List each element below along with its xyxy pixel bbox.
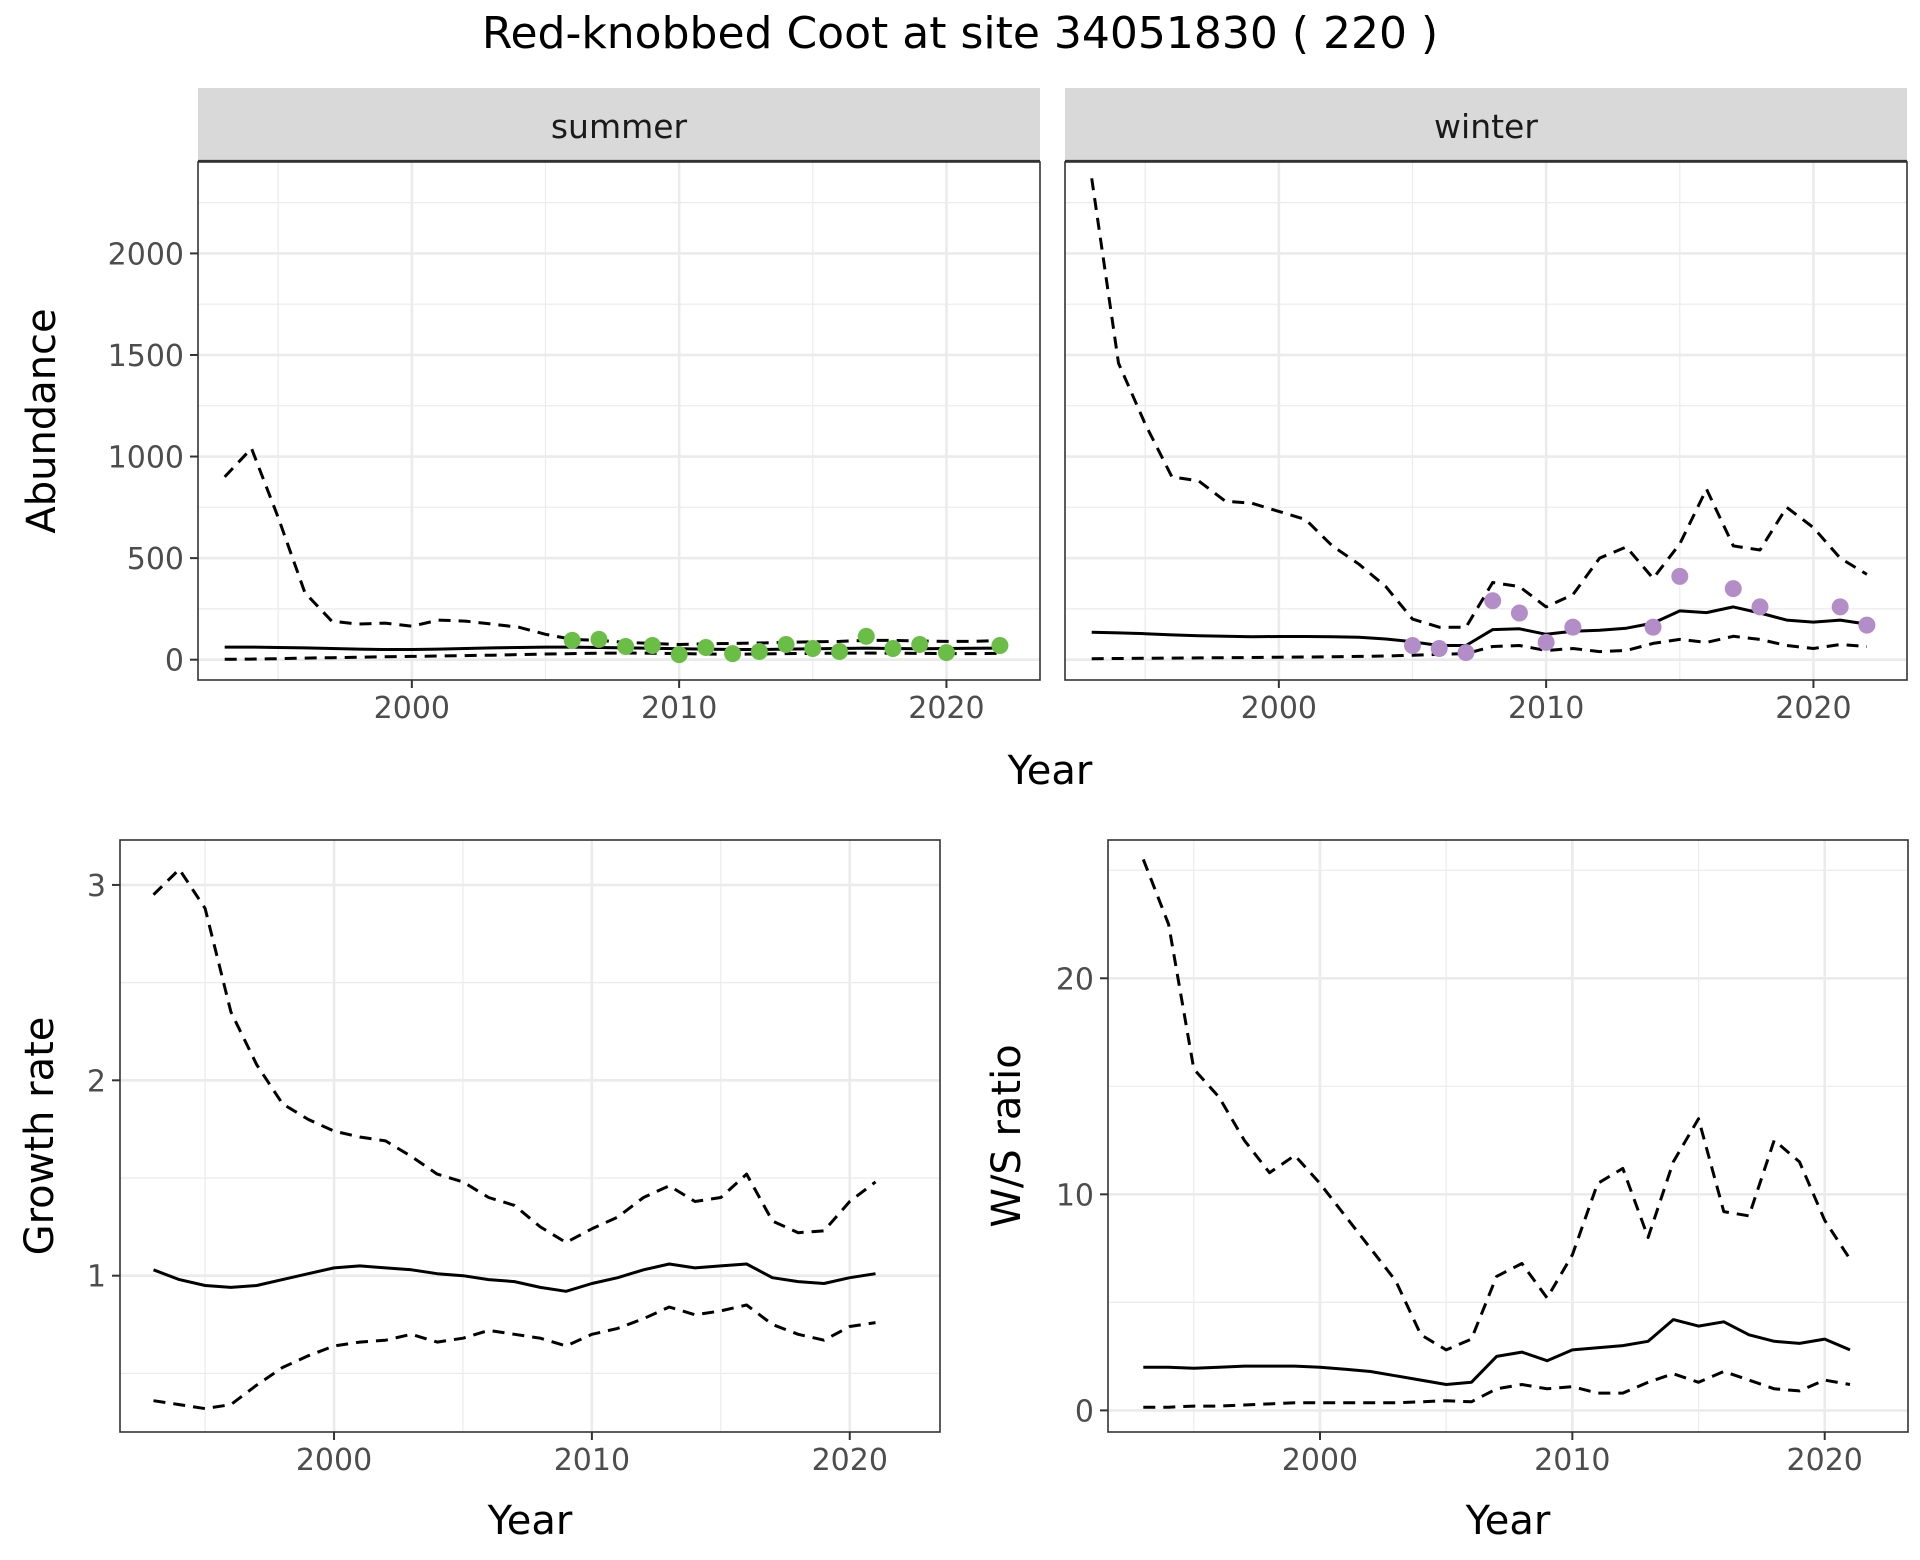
ratio-series (1141, 858, 1852, 1409)
data-point (777, 635, 795, 653)
panel-summer: summer 2000 2010 2020 0 500 1000 1500 2000 (108, 88, 1041, 726)
summer-ticks: 2000 2010 2020 0 500 1000 1500 2000 (108, 237, 985, 726)
series-line-interval (1141, 858, 1852, 1352)
series-line-interval (1091, 634, 1868, 661)
growth-series (152, 867, 877, 1411)
growth-ticks: 2000 2010 2020 1 2 3 (87, 869, 888, 1478)
winter-plot-border (1064, 161, 1908, 681)
strip-summer-label: summer (551, 107, 688, 146)
top-y-axis-title: Abundance (19, 308, 65, 533)
x-tick-label: 2000 (374, 691, 450, 726)
data-point (1644, 618, 1662, 636)
y-tick-label: 1500 (108, 339, 184, 374)
strip-winter-label: winter (1434, 107, 1538, 146)
y-tick-label: 2 (87, 1064, 106, 1099)
data-point (1831, 598, 1849, 616)
ratio-gridlines (1108, 840, 1908, 1432)
series-line-estimate (1143, 1318, 1851, 1386)
data-point (911, 635, 929, 653)
growth-plot-border (119, 839, 941, 1433)
x-tick-label: 2010 (554, 1443, 630, 1478)
series-line-interval (152, 867, 877, 1244)
data-point (1403, 636, 1421, 654)
series-line-estimate (224, 645, 1000, 651)
series-line-interval (224, 651, 1000, 661)
data-point (1430, 640, 1448, 658)
series-line-interval (153, 1303, 876, 1411)
figure-title: Red-knobbed Coot at site 34051830 ( 220 … (482, 8, 1438, 59)
series-line-estimate (1091, 605, 1868, 647)
data-point (991, 636, 1009, 654)
data-point (1671, 567, 1689, 585)
data-point (670, 646, 688, 664)
data-point (1484, 592, 1502, 610)
data-point (1724, 580, 1742, 598)
x-tick-label: 2000 (1241, 691, 1317, 726)
x-tick-label: 2020 (908, 691, 984, 726)
series-line-interval (1090, 178, 1868, 629)
data-point (697, 638, 715, 656)
data-point (563, 631, 581, 649)
data-point (724, 645, 742, 663)
x-tick-label: 2000 (296, 1443, 372, 1478)
ratio-ticks: 2000 2010 2020 0 10 20 (1056, 962, 1863, 1478)
x-tick-label: 2020 (1775, 691, 1851, 726)
panel-ws-ratio: 2000 2010 2020 0 10 20 Year W/S ratio (984, 839, 1909, 1544)
y-tick-label: 1 (87, 1260, 106, 1295)
series-line-interval (1143, 1370, 1851, 1409)
ratio-x-axis-title: Year (1465, 1498, 1551, 1544)
data-point (750, 643, 768, 661)
strip-summer-background (198, 88, 1040, 162)
panel-winter: winter 2000 2010 2020 (1064, 88, 1908, 726)
x-tick-label: 2000 (1282, 1443, 1358, 1478)
y-tick-label: 3 (87, 869, 106, 904)
y-tick-label: 10 (1056, 1178, 1094, 1213)
y-tick-label: 0 (165, 644, 184, 679)
data-point (937, 644, 955, 662)
summer-plot-border (197, 161, 1041, 681)
growth-y-axis-title: Growth rate (17, 1017, 63, 1256)
strip-winter-background (1065, 88, 1907, 162)
data-point (1751, 598, 1769, 616)
growth-x-axis-title: Year (487, 1498, 573, 1544)
summer-gridlines (198, 162, 1040, 680)
y-tick-label: 20 (1056, 962, 1094, 997)
data-point (804, 640, 822, 658)
x-tick-label: 2020 (1787, 1443, 1863, 1478)
summer-series (223, 446, 1009, 664)
x-tick-label: 2010 (641, 691, 717, 726)
winter-ticks: 2000 2010 2020 (1241, 680, 1852, 726)
winter-gridlines (1065, 162, 1907, 680)
data-point (857, 627, 875, 645)
data-point (617, 637, 635, 655)
series-line-estimate (152, 1262, 876, 1293)
data-point (1537, 633, 1555, 651)
x-tick-label: 2010 (1534, 1443, 1610, 1478)
ratio-y-axis-title: W/S ratio (984, 1044, 1030, 1227)
y-tick-label: 1000 (108, 441, 184, 476)
data-point (590, 630, 608, 648)
data-point (884, 640, 902, 658)
ratio-plot-border (1107, 839, 1909, 1433)
data-point (1510, 604, 1528, 622)
data-point (831, 643, 849, 661)
x-tick-label: 2020 (812, 1443, 888, 1478)
data-point (1564, 618, 1582, 636)
data-point (643, 636, 661, 654)
y-tick-label: 500 (127, 542, 184, 577)
x-tick-label: 2010 (1508, 691, 1584, 726)
y-tick-label: 2000 (108, 237, 184, 272)
panel-growth-rate: 2000 2010 2020 1 2 3 Year Growth rate (17, 839, 941, 1544)
top-x-axis-title: Year (1007, 748, 1093, 794)
data-point (1858, 616, 1876, 634)
data-point (1457, 644, 1475, 662)
winter-series (1090, 178, 1876, 662)
y-tick-label: 0 (1075, 1394, 1094, 1429)
